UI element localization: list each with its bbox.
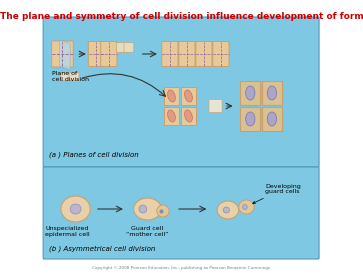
- FancyBboxPatch shape: [43, 167, 319, 259]
- FancyBboxPatch shape: [179, 41, 195, 67]
- Ellipse shape: [239, 200, 254, 214]
- Bar: [262, 107, 282, 131]
- Ellipse shape: [223, 207, 229, 213]
- Bar: [240, 107, 260, 131]
- Ellipse shape: [267, 86, 277, 100]
- Text: The plane and symmetry of cell division influence development of form: The plane and symmetry of cell division …: [0, 12, 363, 21]
- Ellipse shape: [61, 196, 90, 222]
- Ellipse shape: [134, 198, 162, 220]
- Text: Developing
guard cells: Developing guard cells: [253, 184, 301, 204]
- Text: Plane of
cell division: Plane of cell division: [52, 71, 89, 82]
- FancyBboxPatch shape: [69, 73, 79, 80]
- Ellipse shape: [217, 201, 239, 219]
- FancyBboxPatch shape: [162, 41, 178, 67]
- FancyBboxPatch shape: [213, 41, 229, 67]
- Polygon shape: [60, 40, 70, 70]
- Ellipse shape: [168, 110, 175, 122]
- Ellipse shape: [168, 90, 175, 102]
- FancyBboxPatch shape: [196, 41, 212, 67]
- Bar: [164, 87, 179, 105]
- FancyBboxPatch shape: [209, 99, 222, 113]
- Text: (a ) Planes of cell division: (a ) Planes of cell division: [49, 152, 138, 158]
- Bar: [262, 81, 282, 105]
- Text: Copyright © 2008 Pearson Education, Inc., publishing as Pearson Benjamin Cumming: Copyright © 2008 Pearson Education, Inc.…: [93, 266, 270, 270]
- Bar: [181, 87, 196, 105]
- Ellipse shape: [70, 204, 81, 214]
- Ellipse shape: [184, 90, 192, 102]
- Ellipse shape: [267, 112, 277, 126]
- Text: Unspecialized
epidermal cell: Unspecialized epidermal cell: [45, 226, 89, 237]
- Text: (b ) Asymmetrical cell division: (b ) Asymmetrical cell division: [49, 246, 155, 252]
- Bar: [240, 81, 260, 105]
- Bar: [164, 107, 179, 125]
- Ellipse shape: [246, 86, 255, 100]
- Bar: [181, 107, 196, 125]
- FancyBboxPatch shape: [101, 41, 117, 67]
- Ellipse shape: [157, 205, 169, 217]
- Text: Guard cell
“mother cell”: Guard cell “mother cell”: [126, 226, 169, 237]
- FancyBboxPatch shape: [61, 73, 70, 80]
- Ellipse shape: [139, 205, 147, 213]
- FancyBboxPatch shape: [52, 41, 73, 67]
- Ellipse shape: [184, 110, 192, 122]
- FancyBboxPatch shape: [116, 43, 126, 52]
- FancyBboxPatch shape: [124, 43, 134, 52]
- FancyBboxPatch shape: [43, 17, 319, 167]
- Ellipse shape: [242, 204, 247, 210]
- Ellipse shape: [246, 112, 255, 126]
- FancyBboxPatch shape: [88, 41, 105, 67]
